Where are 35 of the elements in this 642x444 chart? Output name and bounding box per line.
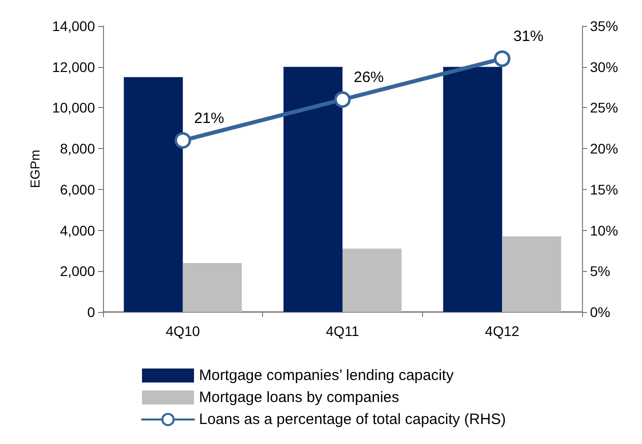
y-tick-label: 4,000 xyxy=(60,222,96,238)
legend-label: Mortgage loans by companies xyxy=(199,389,400,406)
y-tick-label: 8,000 xyxy=(60,140,96,157)
x-tick-label: 4Q11 xyxy=(326,323,360,339)
data-label: 21% xyxy=(194,110,224,127)
y2-tick-label: 30% xyxy=(590,58,618,75)
legend-label: Loans as a percentage of total capacity (RHS) xyxy=(199,411,506,428)
bar xyxy=(443,66,502,312)
y2-tick-label: 20% xyxy=(590,140,618,157)
y2-tick-label: 15% xyxy=(590,181,618,198)
y2-tick-label: 35% xyxy=(590,18,618,34)
y-tick-label: 10,000 xyxy=(52,100,96,116)
x-tick-label: 4Q12 xyxy=(485,323,520,339)
y-tick-label: 12,000 xyxy=(52,58,96,75)
y-tick-label: 2,000 xyxy=(60,263,96,280)
y2-tick-label: 10% xyxy=(590,222,618,238)
y-tick-label: 0 xyxy=(87,304,96,320)
y2-tick-label: 25% xyxy=(590,100,618,116)
y-tick-label: 6,000 xyxy=(60,181,96,198)
data-label: 31% xyxy=(513,28,544,46)
bar xyxy=(124,77,183,312)
y-axis-title: EGPm xyxy=(27,150,42,188)
point xyxy=(494,50,510,67)
bar xyxy=(182,262,242,312)
data-label: 26% xyxy=(354,69,384,86)
bar xyxy=(342,248,402,312)
y-tick-label: 14,000 xyxy=(52,18,96,34)
legend-label: Mortgage companies’ lending capacity xyxy=(199,367,454,384)
point xyxy=(174,132,192,149)
y2-tick-label: 5% xyxy=(590,263,610,280)
x-tick-label: 4Q10 xyxy=(166,323,200,339)
bar xyxy=(284,66,342,312)
y2-tick-label: 0% xyxy=(590,304,610,320)
bar xyxy=(502,236,562,312)
point xyxy=(334,91,351,108)
